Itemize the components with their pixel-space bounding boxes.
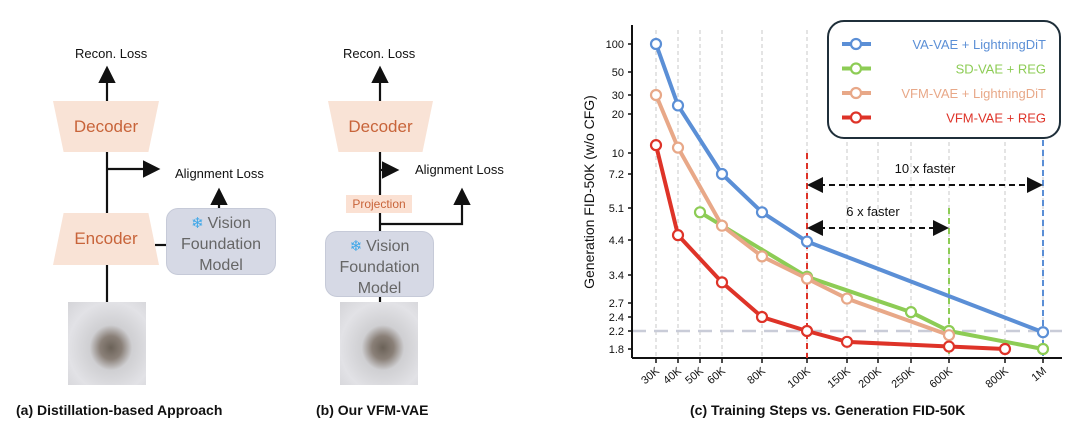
data-point: [693, 206, 707, 219]
x-tick-label: 40K: [661, 365, 684, 387]
x-tick-label: 30K: [639, 365, 662, 387]
legend-label: VFM-VAE + REG: [946, 111, 1046, 126]
data-point: [998, 342, 1012, 356]
decoder-block: Decoder: [328, 101, 433, 152]
vfm-line: Model: [357, 280, 402, 297]
y-tick-label: 3.4: [609, 270, 624, 282]
x-tick-label: 80K: [745, 365, 768, 387]
snowflake-icon: ❄: [191, 215, 204, 232]
data-point: [649, 37, 663, 51]
input-image-dog: [68, 302, 146, 385]
vfm-line: Foundation: [339, 259, 420, 276]
caption-a: (a) Distillation-based Approach: [16, 402, 223, 418]
alignment-loss-label: Alignment Loss: [175, 166, 264, 181]
data-point: [671, 99, 685, 112]
encoder-block: Encoder: [53, 213, 159, 265]
legend-marker: [849, 62, 863, 75]
speedup-label: 10 x faster: [895, 161, 956, 176]
data-point: [904, 306, 918, 319]
y-tick-label: 30: [612, 90, 624, 102]
recon-loss-label: Recon. Loss: [343, 46, 416, 61]
legend-marker: [849, 111, 863, 124]
legend-label: SD-VAE + REG: [956, 62, 1046, 77]
data-point: [715, 276, 729, 289]
chart-title: (c) Training Steps vs. Generation FID-50…: [690, 402, 966, 418]
x-tick-label: 600K: [928, 365, 956, 391]
vision-foundation-model-block: ❄ Vision Foundation Model: [325, 231, 434, 297]
y-tick-label: 10: [612, 148, 624, 160]
data-point: [755, 250, 769, 263]
legend-marker: [849, 86, 863, 100]
data-point: [671, 141, 685, 154]
legend-label: VFM-VAE + LightningDiT: [901, 86, 1046, 101]
x-tick-label: 150K: [826, 365, 854, 391]
vfm-line: Foundation: [180, 236, 262, 253]
x-tick-label: 250K: [890, 365, 918, 391]
y-tick-label: 2.4: [609, 312, 624, 324]
x-tick-label: 1M: [1030, 365, 1049, 384]
data-point: [800, 272, 814, 285]
x-tick-label: 50K: [683, 365, 706, 387]
data-point: [1036, 326, 1050, 339]
vfm-line: Model: [199, 257, 243, 274]
decoder-block: Decoder: [53, 101, 159, 152]
input-image-dog: [340, 302, 418, 385]
recon-loss-label: Recon. Loss: [75, 46, 148, 61]
y-tick-label: 7.2: [609, 169, 624, 181]
legend-box: [827, 20, 1061, 139]
y-tick-label: 2.7: [609, 298, 624, 310]
data-point: [649, 88, 663, 102]
data-point: [715, 167, 729, 181]
series-0: [649, 37, 1050, 339]
series-line: [698, 210, 1044, 351]
vfm-line: Vision: [366, 238, 410, 255]
data-point: [715, 219, 729, 232]
y-tick-label: 1.8: [609, 344, 624, 356]
x-tick-label: 800K: [984, 365, 1012, 391]
x-tick-label: 200K: [857, 365, 885, 391]
data-point: [755, 206, 769, 219]
data-point: [649, 139, 663, 152]
legend-marker: [849, 37, 863, 51]
speedup-label: 6 x faster: [846, 204, 900, 219]
data-point: [800, 235, 814, 248]
data-point: [671, 229, 685, 242]
snowflake-icon: ❄: [349, 238, 363, 255]
series-3: [649, 139, 1012, 356]
x-tick-label: 100K: [786, 365, 814, 391]
series-line: [654, 144, 1006, 351]
legend: VA-VAE + LightningDiT SD-VAE + REG VFM-VAE…: [827, 20, 1061, 139]
y-tick-label: 2.2: [609, 326, 624, 338]
data-point: [942, 329, 956, 342]
vfm-line: Vision: [207, 215, 251, 232]
data-point: [840, 335, 854, 348]
data-point: [942, 340, 956, 353]
y-tick-label: 50: [612, 67, 624, 79]
y-tick-label: 100: [606, 39, 624, 51]
x-tick-label: 60K: [705, 365, 728, 387]
data-point: [755, 310, 769, 324]
alignment-loss-label: Alignment Loss: [415, 162, 504, 177]
data-point: [800, 324, 814, 338]
data-point: [840, 292, 854, 305]
y-tick-label: 4.4: [609, 235, 624, 247]
y-tick-label: 5.1: [609, 203, 624, 215]
projection-block: Projection: [346, 195, 412, 213]
y-tick-label: 20: [612, 109, 624, 121]
legend-label: VA-VAE + LightningDiT: [912, 37, 1046, 52]
series-line: [654, 43, 1044, 335]
data-point: [1036, 342, 1050, 356]
series-2: [649, 88, 956, 342]
y-axis-label: Generation FID-50K (w/o CFG): [581, 95, 597, 289]
caption-b: (b) Our VFM-VAE: [316, 402, 429, 418]
vision-foundation-model-block: ❄ Vision Foundation Model: [166, 208, 276, 275]
